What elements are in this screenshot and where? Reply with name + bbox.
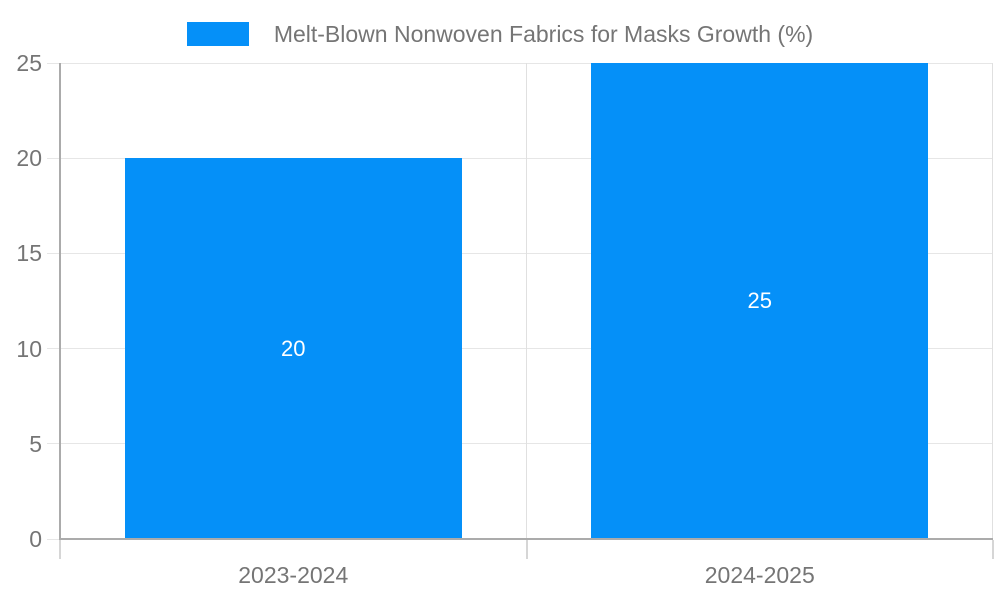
x-axis-tick	[992, 540, 994, 559]
gridline-y-10	[60, 348, 993, 350]
x-axis-tick	[59, 540, 61, 559]
legend-swatch-icon	[186, 22, 249, 46]
bar-2023-2024	[124, 158, 462, 539]
y-axis-tick-label: 15	[16, 240, 42, 267]
y-axis-tick	[47, 538, 60, 540]
y-axis-tick-label: 10	[16, 335, 42, 362]
legend-label: Melt-Blown Nonwoven Fabrics for Masks Gr…	[273, 20, 814, 47]
y-axis-tick	[47, 348, 60, 350]
gridline-y-20	[60, 157, 993, 159]
bar-2024-2025	[591, 63, 929, 539]
x-axis-line	[59, 538, 993, 540]
y-axis-tick	[47, 443, 60, 445]
legend-item[interactable]: Melt-Blown Nonwoven Fabrics for Masks Gr…	[0, 18, 1000, 50]
gridline-y-15	[60, 252, 993, 254]
gridline-y-25	[60, 62, 993, 64]
y-axis-tick-label: 20	[16, 145, 42, 172]
x-axis-tick-label-2024-2025: 2024-2025	[704, 562, 815, 588]
y-axis-tick	[47, 252, 60, 254]
y-axis-tick	[47, 157, 60, 159]
bar-value-label-2024-2025: 25	[747, 288, 772, 313]
y-axis-tick-label: 25	[16, 50, 42, 76]
y-axis-tick	[47, 62, 60, 64]
x-axis-tick	[525, 540, 528, 559]
x-axis-tick-label-2023-2024: 2023-2024	[238, 562, 349, 588]
category-boundary-line	[992, 63, 993, 539]
y-axis-line	[59, 63, 61, 539]
bar-value-label-2023-2024: 20	[281, 335, 306, 361]
category-boundary-line	[525, 63, 527, 539]
y-axis-tick-label: 0	[29, 526, 42, 552]
plot-area: 20 25	[47, 62, 993, 540]
y-axis-tick-label: 5	[29, 430, 42, 457]
gridline-y-5	[60, 443, 993, 445]
